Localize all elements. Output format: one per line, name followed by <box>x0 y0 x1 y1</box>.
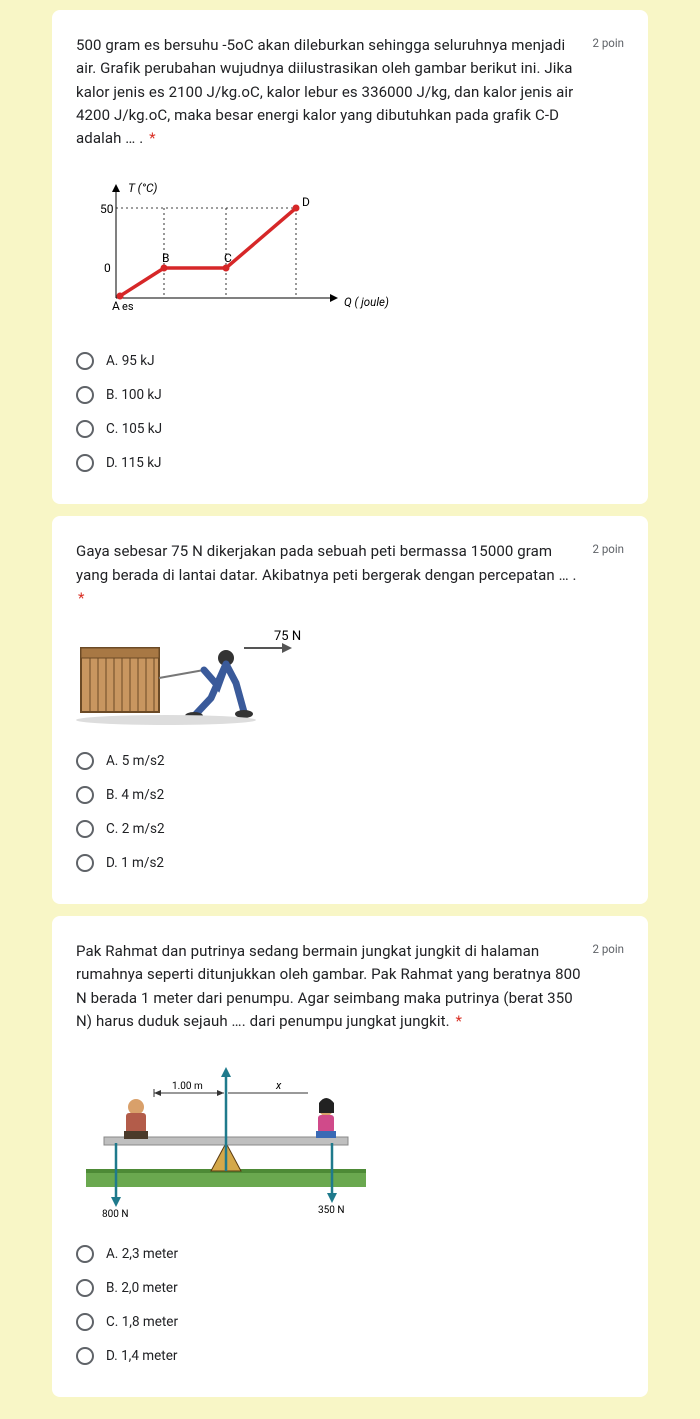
points-label: 2 poin <box>593 36 624 50</box>
option-label: B. 4 m/s2 <box>106 787 164 803</box>
question-card-2: Gaya sebesar 75 N dikerjakan pada sebuah… <box>52 516 648 904</box>
points-label: 2 poin <box>593 942 624 956</box>
radio-icon <box>76 352 94 370</box>
radio-icon <box>76 1347 94 1365</box>
option-label: C. 2 m/s2 <box>106 821 165 837</box>
question-card-1: 500 gram es bersuhu -5oC akan dileburkan… <box>52 10 648 504</box>
option-d[interactable]: D. 1 m/s2 <box>76 846 624 880</box>
radio-icon <box>76 1313 94 1331</box>
q3-text: Pak Rahmat dan putrinya sedang bermain j… <box>76 942 581 1030</box>
right-force: 350 N <box>318 1205 344 1216</box>
options-group: A. 95 kJ B. 100 kJ C. 105 kJ D. 115 kJ <box>76 344 624 480</box>
left-force: 800 N <box>102 1209 128 1220</box>
options-group: A. 2,3 meter B. 2,0 meter C. 1,8 meter D… <box>76 1237 624 1373</box>
radio-icon <box>76 786 94 804</box>
x-label: x <box>275 1079 282 1092</box>
point-A: A <box>112 299 120 313</box>
point-D: D <box>302 195 310 209</box>
option-c[interactable]: C. 1,8 meter <box>76 1305 624 1339</box>
points-label: 2 poin <box>593 542 624 556</box>
option-label: D. 1,4 meter <box>106 1348 177 1364</box>
question-header: Gaya sebesar 75 N dikerjakan pada sebuah… <box>76 540 624 610</box>
force-label: 75 N <box>274 629 301 644</box>
radio-icon <box>76 1245 94 1263</box>
option-a[interactable]: A. 95 kJ <box>76 344 624 378</box>
dist-label: 1.00 m <box>172 1081 203 1092</box>
origin-label: es <box>122 300 134 313</box>
option-c[interactable]: C. 105 kJ <box>76 412 624 446</box>
option-c[interactable]: C. 2 m/s2 <box>76 812 624 846</box>
question-text: Gaya sebesar 75 N dikerjakan pada sebuah… <box>76 540 585 610</box>
option-b[interactable]: B. 100 kJ <box>76 378 624 412</box>
option-d[interactable]: D. 115 kJ <box>76 446 624 480</box>
option-label: C. 105 kJ <box>106 421 162 437</box>
option-b[interactable]: B. 4 m/s2 <box>76 778 624 812</box>
option-label: A. 2,3 meter <box>106 1246 178 1262</box>
question-text: Pak Rahmat dan putrinya sedang bermain j… <box>76 940 585 1033</box>
radio-icon <box>76 752 94 770</box>
option-label: C. 1,8 meter <box>106 1314 178 1330</box>
radio-icon <box>76 454 94 472</box>
q2-figure: 75 N <box>76 628 624 732</box>
question-header: Pak Rahmat dan putrinya sedang bermain j… <box>76 940 624 1033</box>
option-label: B. 2,0 meter <box>106 1280 178 1296</box>
q1-chart: T (°C) 50 0 A es B C D Q ( joule) <box>76 168 624 332</box>
radio-icon <box>76 854 94 872</box>
option-label: A. 5 m/s2 <box>106 753 165 769</box>
xlabel: Q ( joule) <box>344 295 389 309</box>
q3-figure: 1.00 m x 800 N 350 N <box>76 1051 624 1225</box>
radio-icon <box>76 1279 94 1297</box>
option-label: B. 100 kJ <box>106 387 162 403</box>
q2-text: Gaya sebesar 75 N dikerjakan pada sebuah… <box>76 542 577 583</box>
option-label: D. 1 m/s2 <box>106 855 164 871</box>
option-label: D. 115 kJ <box>106 455 162 471</box>
question-header: 500 gram es bersuhu -5oC akan dileburkan… <box>76 34 624 150</box>
radio-icon <box>76 820 94 838</box>
option-b[interactable]: B. 2,0 meter <box>76 1271 624 1305</box>
question-card-3: Pak Rahmat dan putrinya sedang bermain j… <box>52 916 648 1397</box>
option-label: A. 95 kJ <box>106 353 155 369</box>
ytick-50: 50 <box>100 202 114 216</box>
point-B: B <box>162 251 169 265</box>
point-C: C <box>224 251 232 265</box>
option-a[interactable]: A. 5 m/s2 <box>76 744 624 778</box>
option-d[interactable]: D. 1,4 meter <box>76 1339 624 1373</box>
required-asterisk: * <box>78 589 85 607</box>
required-asterisk: * <box>456 1012 463 1030</box>
required-asterisk: * <box>149 129 156 147</box>
ylabel: T (°C) <box>128 181 157 195</box>
option-a[interactable]: A. 2,3 meter <box>76 1237 624 1271</box>
ytick-0: 0 <box>104 261 111 275</box>
radio-icon <box>76 386 94 404</box>
radio-icon <box>76 420 94 438</box>
options-group: A. 5 m/s2 B. 4 m/s2 C. 2 m/s2 D. 1 m/s2 <box>76 744 624 880</box>
question-text: 500 gram es bersuhu -5oC akan dileburkan… <box>76 34 585 150</box>
